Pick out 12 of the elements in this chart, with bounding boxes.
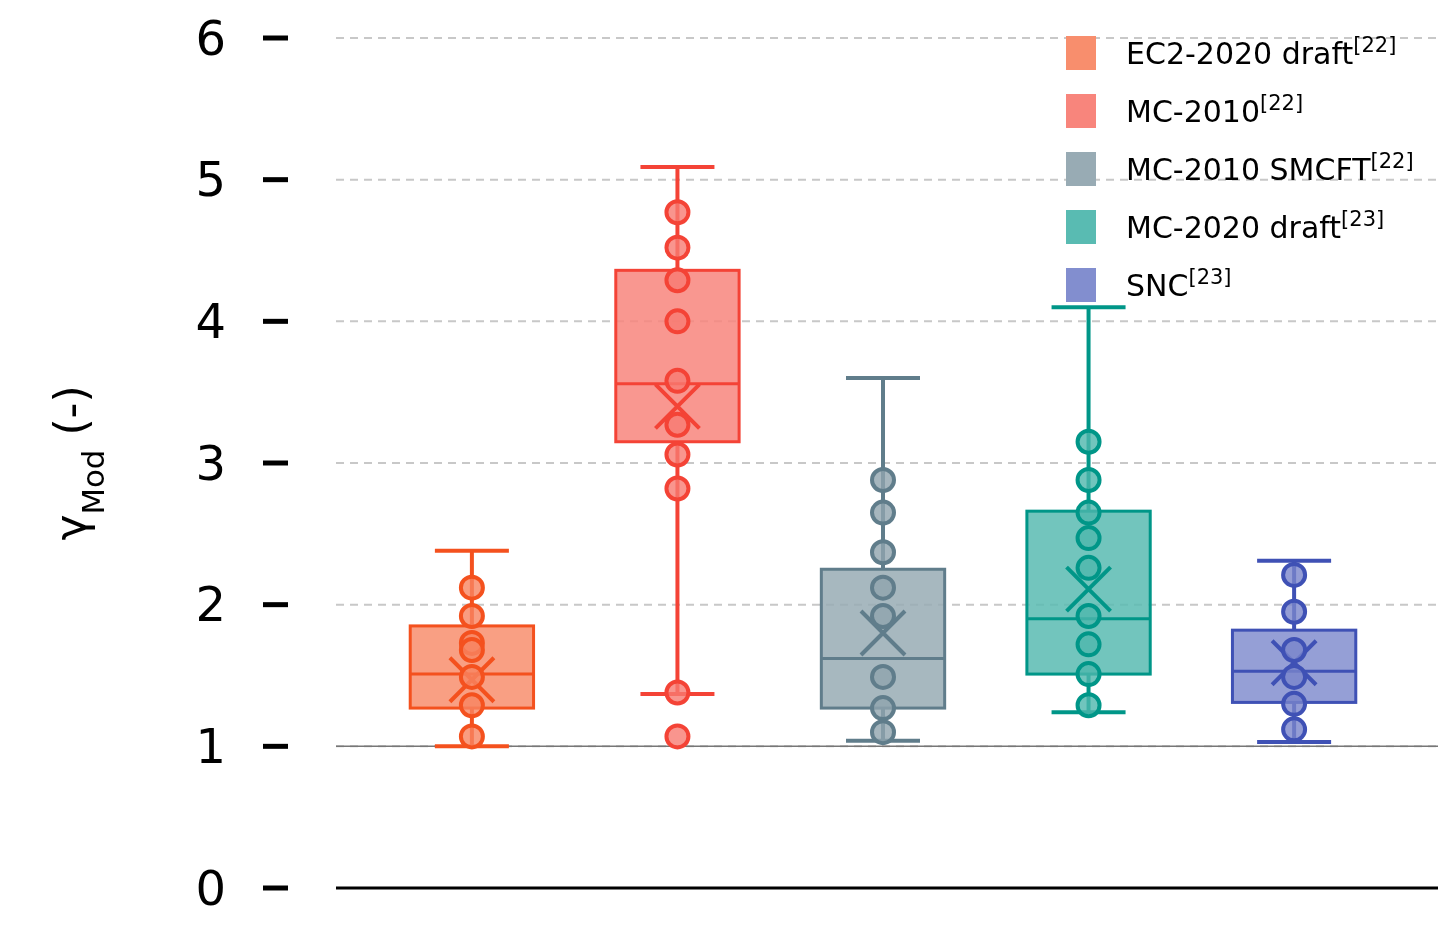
legend-label: MC-2010 SMCFT$^{[22]}$	[1126, 148, 1414, 187]
y-tick-label: 1	[195, 718, 226, 775]
y-tick-label: 6	[195, 9, 226, 66]
y-tick-label: 5	[195, 151, 226, 208]
legend-label: MC-2020 draft$^{[23]}$	[1126, 206, 1385, 245]
y-tick-label: 0	[195, 859, 226, 916]
y-tick-label: 2	[195, 576, 226, 633]
legend-label: MC-2010$^{[22]}$	[1126, 90, 1304, 129]
y-tick-label: 3	[195, 434, 226, 491]
y-tick-label: 4	[195, 293, 226, 350]
legend-label: SNC$^{[23]}$	[1126, 264, 1232, 303]
legend-label: EC2-2020 draft$^{[22]}$	[1126, 32, 1397, 71]
